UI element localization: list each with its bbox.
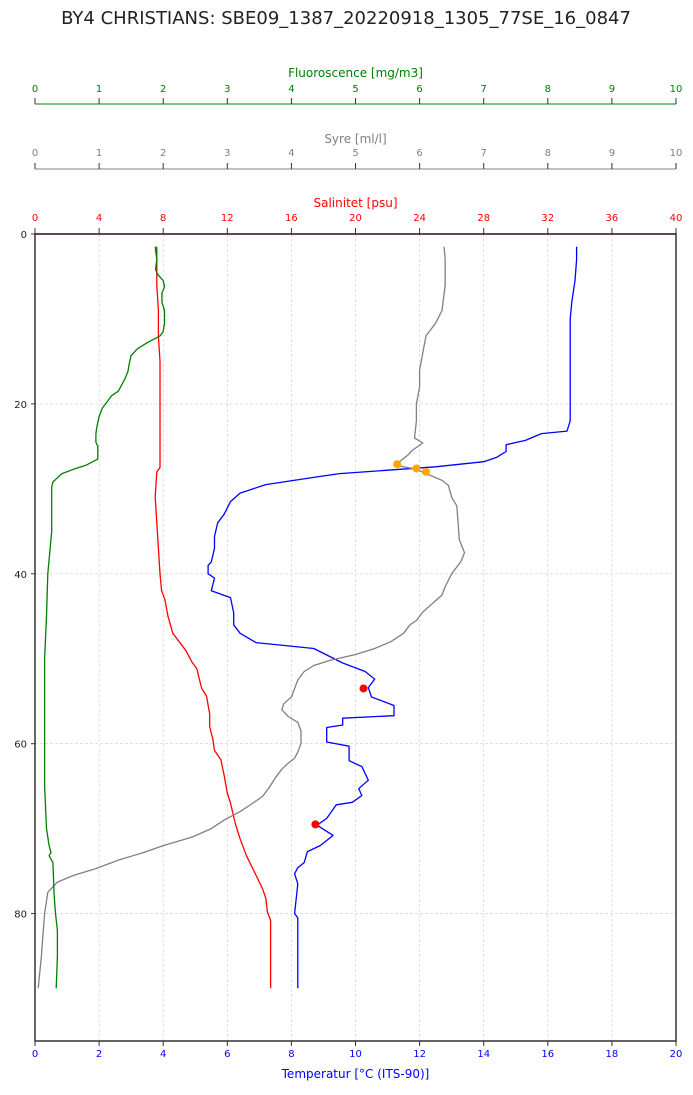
y-tick-label: 40 <box>14 570 27 581</box>
markers <box>311 460 431 829</box>
salinity-axis-label: Salinitet [psu] <box>313 196 397 210</box>
grid <box>34 233 677 1041</box>
fluorescence-tick-label: 8 <box>545 84 551 95</box>
salinity-series-line <box>154 246 272 989</box>
temperature-axis-label: Temperatur [°C (ITS-90)] <box>281 1067 430 1081</box>
salinity-tick-label: 40 <box>670 213 683 224</box>
salinity-tick-label: 28 <box>477 213 490 224</box>
oxygen-tick-label: 1 <box>96 148 102 159</box>
temperature-tick-label: 6 <box>224 1049 230 1060</box>
fluorescence-tick-label: 7 <box>481 84 487 95</box>
oxygen-tick-label: 9 <box>609 148 615 159</box>
oxygen-tick-label: 2 <box>160 148 166 159</box>
oxygen-axis-label: Syre [ml/l] <box>324 132 386 146</box>
y-tick-label: 80 <box>14 910 27 921</box>
oxygen-tick-label: 3 <box>224 148 230 159</box>
temperature-tick-label: 10 <box>349 1049 362 1060</box>
data-marker <box>311 820 320 829</box>
oxygen-tick-label: 6 <box>416 148 422 159</box>
salinity-tick-label: 0 <box>32 213 38 224</box>
fluorescence-tick-label: 4 <box>288 84 294 95</box>
y-tick-label: 0 <box>21 230 27 241</box>
fluorescence-tick-label: 2 <box>160 84 166 95</box>
salinity-tick-label: 16 <box>285 213 298 224</box>
temperature-series-line <box>207 246 578 989</box>
oxygen-tick-label: 5 <box>352 148 358 159</box>
salinity-tick-label: 4 <box>96 213 102 224</box>
oxygen-tick-label: 7 <box>481 148 487 159</box>
temperature-tick-label: 4 <box>160 1049 166 1060</box>
fluorescence-tick-label: 9 <box>609 84 615 95</box>
data-marker <box>422 467 431 476</box>
fluorescence-tick-label: 6 <box>416 84 422 95</box>
oxygen-tick-label: 0 <box>32 148 38 159</box>
temperature-tick-label: 14 <box>477 1049 490 1060</box>
temperature-tick-label: 0 <box>32 1049 38 1060</box>
salinity-tick-label: 20 <box>349 213 362 224</box>
salinity-tick-label: 24 <box>413 213 426 224</box>
salinity-tick-label: 12 <box>221 213 234 224</box>
temperature-tick-label: 20 <box>670 1049 683 1060</box>
temperature-tick-label: 16 <box>541 1049 554 1060</box>
fluorescence-tick-label: 10 <box>670 84 683 95</box>
temperature-tick-label: 18 <box>606 1049 619 1060</box>
fluorescence-tick-label: 5 <box>352 84 358 95</box>
salinity-tick-label: 36 <box>606 213 619 224</box>
fluorescence-tick-label: 3 <box>224 84 230 95</box>
fluorescence-tick-label: 1 <box>96 84 102 95</box>
oxygen-tick-label: 10 <box>670 148 683 159</box>
salinity-tick-label: 32 <box>541 213 554 224</box>
y-tick-label: 60 <box>14 740 27 751</box>
data-marker <box>412 464 421 473</box>
salinity-tick-label: 8 <box>160 213 166 224</box>
y-tick-label: 20 <box>14 400 27 411</box>
series-lines <box>37 246 578 989</box>
oxygen-series-line <box>37 246 466 989</box>
data-marker <box>359 684 368 693</box>
temperature-tick-label: 2 <box>96 1049 102 1060</box>
oxygen-tick-label: 4 <box>288 148 294 159</box>
oxygen-tick-label: 8 <box>545 148 551 159</box>
chart-title: BY4 CHRISTIANS: SBE09_1387_20220918_1305… <box>61 8 631 29</box>
fluorescence-series-line <box>43 246 166 989</box>
plot-frame <box>34 233 677 1042</box>
temperature-tick-label: 12 <box>413 1049 426 1060</box>
data-marker <box>393 460 402 469</box>
fluorescence-axis-label: Fluoroscence [mg/m3] <box>288 66 423 80</box>
fluorescence-tick-label: 0 <box>32 84 38 95</box>
temperature-tick-label: 8 <box>288 1049 294 1060</box>
